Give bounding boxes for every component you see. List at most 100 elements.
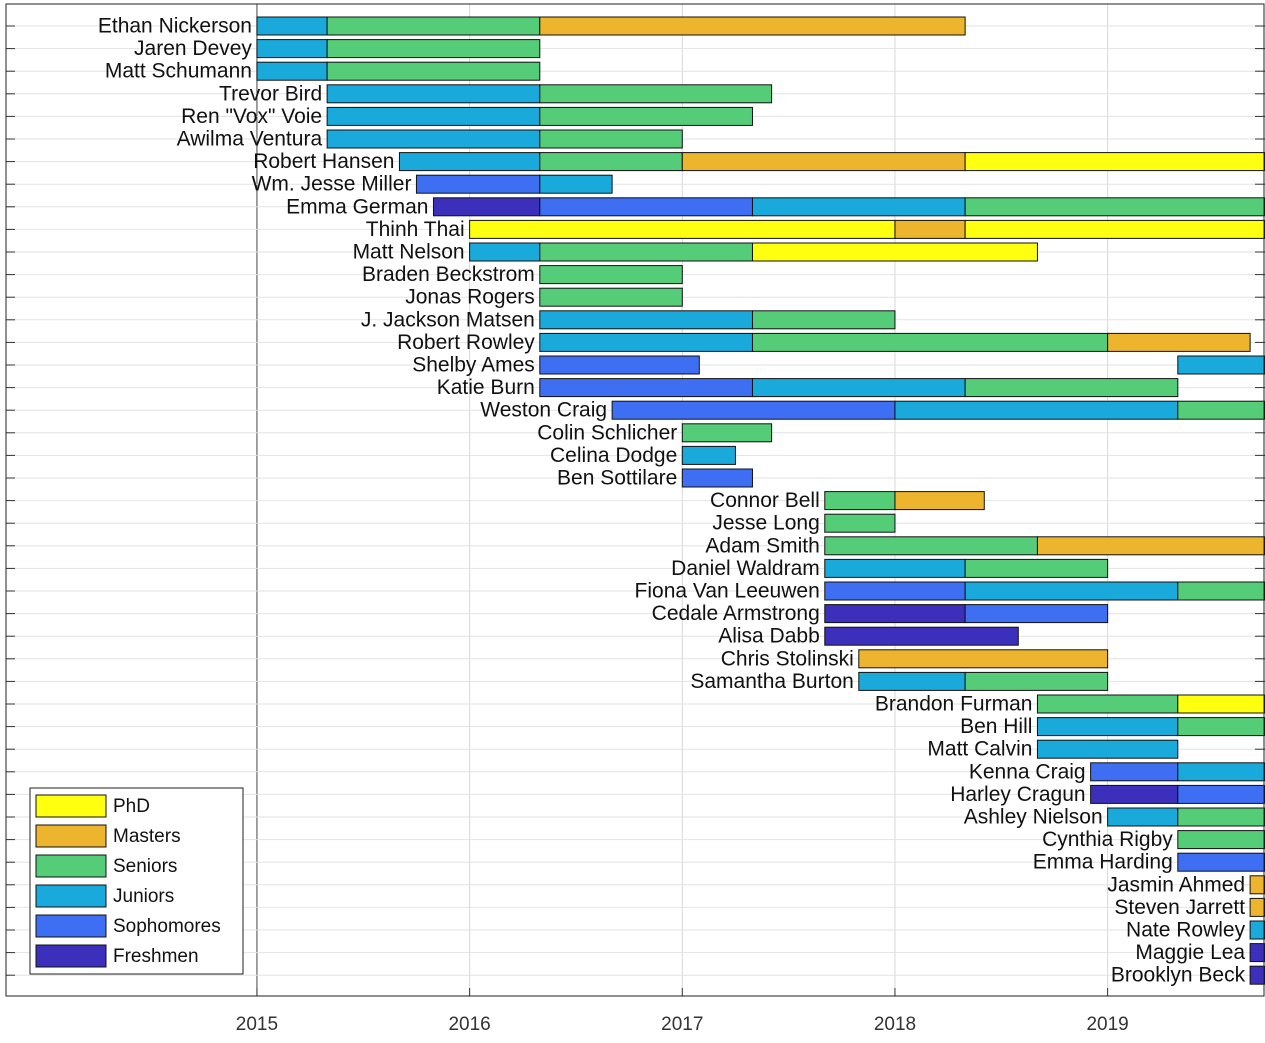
row-label: Steven Jarrett bbox=[1114, 896, 1245, 919]
row-label: Daniel Waldram bbox=[671, 557, 820, 580]
segment bbox=[824, 491, 896, 511]
row-label: Maggie Lea bbox=[1135, 941, 1245, 964]
segment bbox=[894, 400, 1179, 420]
segment bbox=[398, 152, 541, 172]
segment bbox=[611, 400, 896, 420]
segment bbox=[894, 491, 985, 511]
row-label: Matt Calvin bbox=[927, 738, 1032, 761]
row-label: Trevor Bird bbox=[219, 82, 322, 105]
row-label: Brooklyn Beck bbox=[1111, 964, 1246, 987]
row-label: Emma German bbox=[286, 195, 428, 218]
segment bbox=[539, 106, 753, 126]
segment bbox=[1090, 762, 1179, 782]
segment bbox=[681, 423, 773, 443]
segment bbox=[326, 106, 541, 126]
segment bbox=[751, 310, 896, 330]
segment bbox=[1177, 400, 1265, 420]
row-label: Ben Sottilare bbox=[557, 467, 677, 490]
segment bbox=[1249, 943, 1265, 963]
segment bbox=[326, 39, 541, 59]
row-label: Samantha Burton bbox=[690, 670, 853, 693]
row-label: Celina Dodge bbox=[550, 444, 677, 467]
legend-label: Juniors bbox=[113, 886, 174, 907]
segment bbox=[539, 152, 683, 172]
bars bbox=[256, 16, 1265, 985]
segment bbox=[681, 468, 753, 488]
row-label: Brandon Furman bbox=[875, 693, 1033, 716]
row-label: Ashley Nielson bbox=[964, 806, 1103, 829]
legend-label: PhD bbox=[113, 796, 150, 817]
row-label: Katie Burn bbox=[437, 376, 535, 399]
segment bbox=[1177, 581, 1265, 601]
segment bbox=[894, 219, 966, 239]
segment bbox=[469, 219, 896, 239]
segment bbox=[964, 197, 1265, 217]
plot-frame bbox=[5, 3, 1265, 997]
segment bbox=[824, 604, 966, 624]
row-label: Connor Bell bbox=[710, 489, 820, 512]
segment bbox=[469, 242, 541, 262]
row-label: Alisa Dabb bbox=[718, 625, 820, 648]
segment bbox=[824, 536, 1038, 556]
row-label: Shelby Ames bbox=[412, 354, 535, 377]
segment bbox=[1090, 784, 1179, 804]
segment bbox=[1107, 807, 1179, 827]
segment bbox=[256, 61, 328, 81]
row-label: Cedale Armstrong bbox=[652, 602, 820, 625]
segment bbox=[256, 16, 328, 36]
segment bbox=[539, 355, 700, 375]
segment bbox=[824, 558, 966, 578]
segment bbox=[256, 39, 328, 59]
legend-swatch bbox=[35, 884, 107, 908]
segment bbox=[539, 129, 683, 149]
segment bbox=[964, 558, 1109, 578]
legend-swatch bbox=[35, 824, 107, 848]
legend-box bbox=[29, 787, 244, 975]
segment bbox=[751, 242, 1038, 262]
row-label: Cynthia Rigby bbox=[1042, 828, 1173, 851]
row-label: Jaren Devey bbox=[134, 37, 252, 60]
segment bbox=[858, 671, 966, 691]
row-label: Emma Harding bbox=[1033, 851, 1173, 874]
segment bbox=[326, 84, 541, 104]
row-label: Kenna Craig bbox=[969, 760, 1086, 783]
segment bbox=[539, 332, 753, 352]
row-label: Harley Cragun bbox=[950, 783, 1085, 806]
segment bbox=[824, 513, 896, 533]
x-tick-label: 2019 bbox=[1086, 1014, 1128, 1035]
segment bbox=[964, 671, 1109, 691]
segment bbox=[681, 152, 966, 172]
segment bbox=[326, 61, 541, 81]
segment bbox=[824, 581, 966, 601]
segment bbox=[1177, 355, 1265, 375]
row-label: Colin Schlicher bbox=[537, 421, 677, 444]
segment bbox=[539, 16, 966, 36]
segment bbox=[539, 378, 753, 398]
segment bbox=[681, 445, 736, 465]
segment bbox=[432, 197, 541, 217]
row-label: Nate Rowley bbox=[1126, 919, 1246, 942]
segment bbox=[751, 378, 966, 398]
row-label: Jonas Rogers bbox=[405, 286, 535, 309]
segment bbox=[751, 332, 1109, 352]
legend: PhD Masters Seniors Juniors Sophomores Freshm… bbox=[29, 787, 244, 975]
segment bbox=[1036, 536, 1265, 556]
x-tick-label: 2015 bbox=[236, 1014, 278, 1035]
segment bbox=[1177, 807, 1265, 827]
row-label: Weston Craig bbox=[480, 399, 607, 422]
segment bbox=[1036, 717, 1179, 737]
segment bbox=[539, 265, 683, 285]
segment bbox=[1177, 694, 1265, 714]
row-label: Ren "Vox" Voie bbox=[181, 105, 322, 128]
x-tick-label: 2018 bbox=[874, 1014, 916, 1035]
row-label: Thinh Thai bbox=[366, 218, 465, 241]
row-label: Ethan Nickerson bbox=[98, 15, 252, 38]
segment bbox=[964, 604, 1109, 624]
row-label: Robert Rowley bbox=[397, 331, 535, 354]
row-label: Wm. Jesse Miller bbox=[252, 173, 412, 196]
segment bbox=[1249, 920, 1265, 940]
segment bbox=[1249, 897, 1265, 917]
row-label: Matt Schumann bbox=[105, 60, 252, 83]
row-label: J. Jackson Matsen bbox=[361, 308, 535, 331]
segment bbox=[964, 378, 1179, 398]
